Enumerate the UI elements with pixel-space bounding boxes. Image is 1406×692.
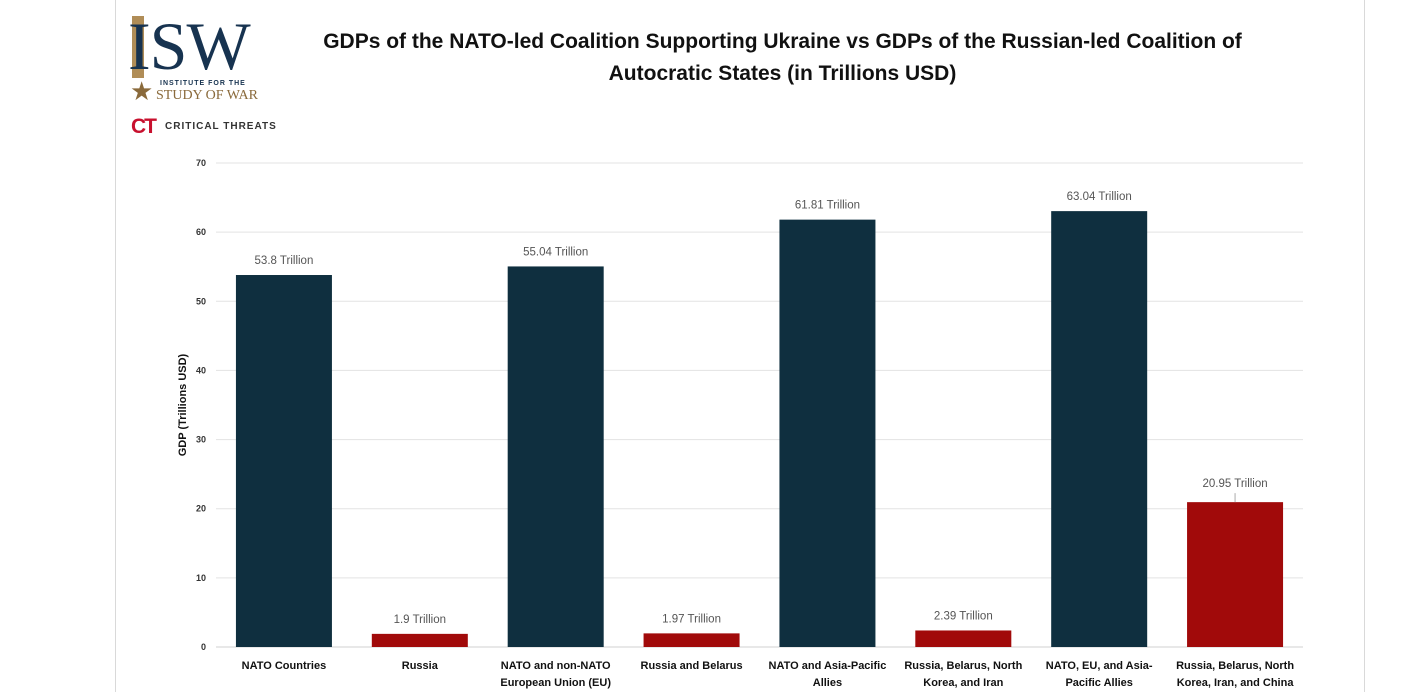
- y-tick-label: 60: [196, 227, 206, 237]
- ct-logo-text: CRITICAL THREATS: [165, 121, 277, 132]
- y-tick-label: 50: [196, 296, 206, 306]
- x-category-label: Russia, Belarus, North: [1176, 660, 1294, 672]
- x-category-label: Russia: [402, 660, 439, 672]
- y-tick-label: 40: [196, 365, 206, 375]
- isw-logo: ISW ★ INSTITUTE FOR THE STUDY OF WAR: [128, 12, 278, 104]
- isw-logo-study: STUDY OF WAR: [156, 88, 258, 103]
- bar: [507, 266, 604, 647]
- data-label: 53.8 Trillion: [255, 255, 314, 267]
- x-category-label: Korea, Iran, and China: [1177, 677, 1295, 689]
- y-tick-label: 70: [196, 158, 206, 168]
- y-tick-label: 0: [201, 642, 206, 652]
- y-tick-label: 20: [196, 504, 206, 514]
- data-label: 61.81 Trillion: [795, 200, 860, 212]
- y-axis-label: GDP (Trillions USD): [177, 353, 189, 456]
- x-category-label: Korea, and Iran: [923, 677, 1003, 689]
- data-label: 55.04 Trillion: [523, 246, 588, 258]
- bar: [235, 275, 332, 647]
- x-category-label: European Union (EU): [500, 677, 611, 689]
- x-category-label: Russia and Belarus: [641, 660, 743, 672]
- isw-logo-subtitle: INSTITUTE FOR THE: [160, 80, 246, 87]
- y-tick-label: 30: [196, 435, 206, 445]
- bar: [1187, 502, 1284, 647]
- data-label: 1.9 Trillion: [394, 614, 446, 626]
- bar: [1051, 211, 1148, 648]
- data-label: 20.95 Trillion: [1202, 478, 1267, 490]
- y-tick-label: 10: [196, 573, 206, 583]
- bar: [779, 219, 876, 648]
- star-icon: ★: [130, 76, 154, 106]
- x-category-label: Allies: [813, 677, 842, 689]
- x-category-label: Russia, Belarus, North: [904, 660, 1022, 672]
- chart-frame: [115, 0, 1365, 692]
- isw-logo-bar: [132, 16, 144, 78]
- data-label: 63.04 Trillion: [1067, 191, 1132, 203]
- bar: [643, 633, 740, 647]
- x-category-label: NATO and Asia-Pacific: [769, 660, 887, 672]
- ct-logo-mark: CT: [131, 115, 157, 138]
- x-category-label: NATO and non-NATO: [501, 660, 611, 672]
- x-category-label: NATO Countries: [242, 660, 327, 672]
- chart-title: GDPs of the NATO-led Coalition Supportin…: [323, 30, 1242, 85]
- isw-logo-letters: ISW: [128, 8, 251, 84]
- bar: [371, 633, 468, 647]
- bar: [915, 630, 1012, 647]
- data-label: 2.39 Trillion: [934, 610, 993, 622]
- x-category-label: NATO, EU, and Asia-: [1046, 660, 1153, 672]
- data-label: 1.97 Trillion: [662, 613, 721, 625]
- x-category-label: Pacific Allies: [1065, 677, 1132, 689]
